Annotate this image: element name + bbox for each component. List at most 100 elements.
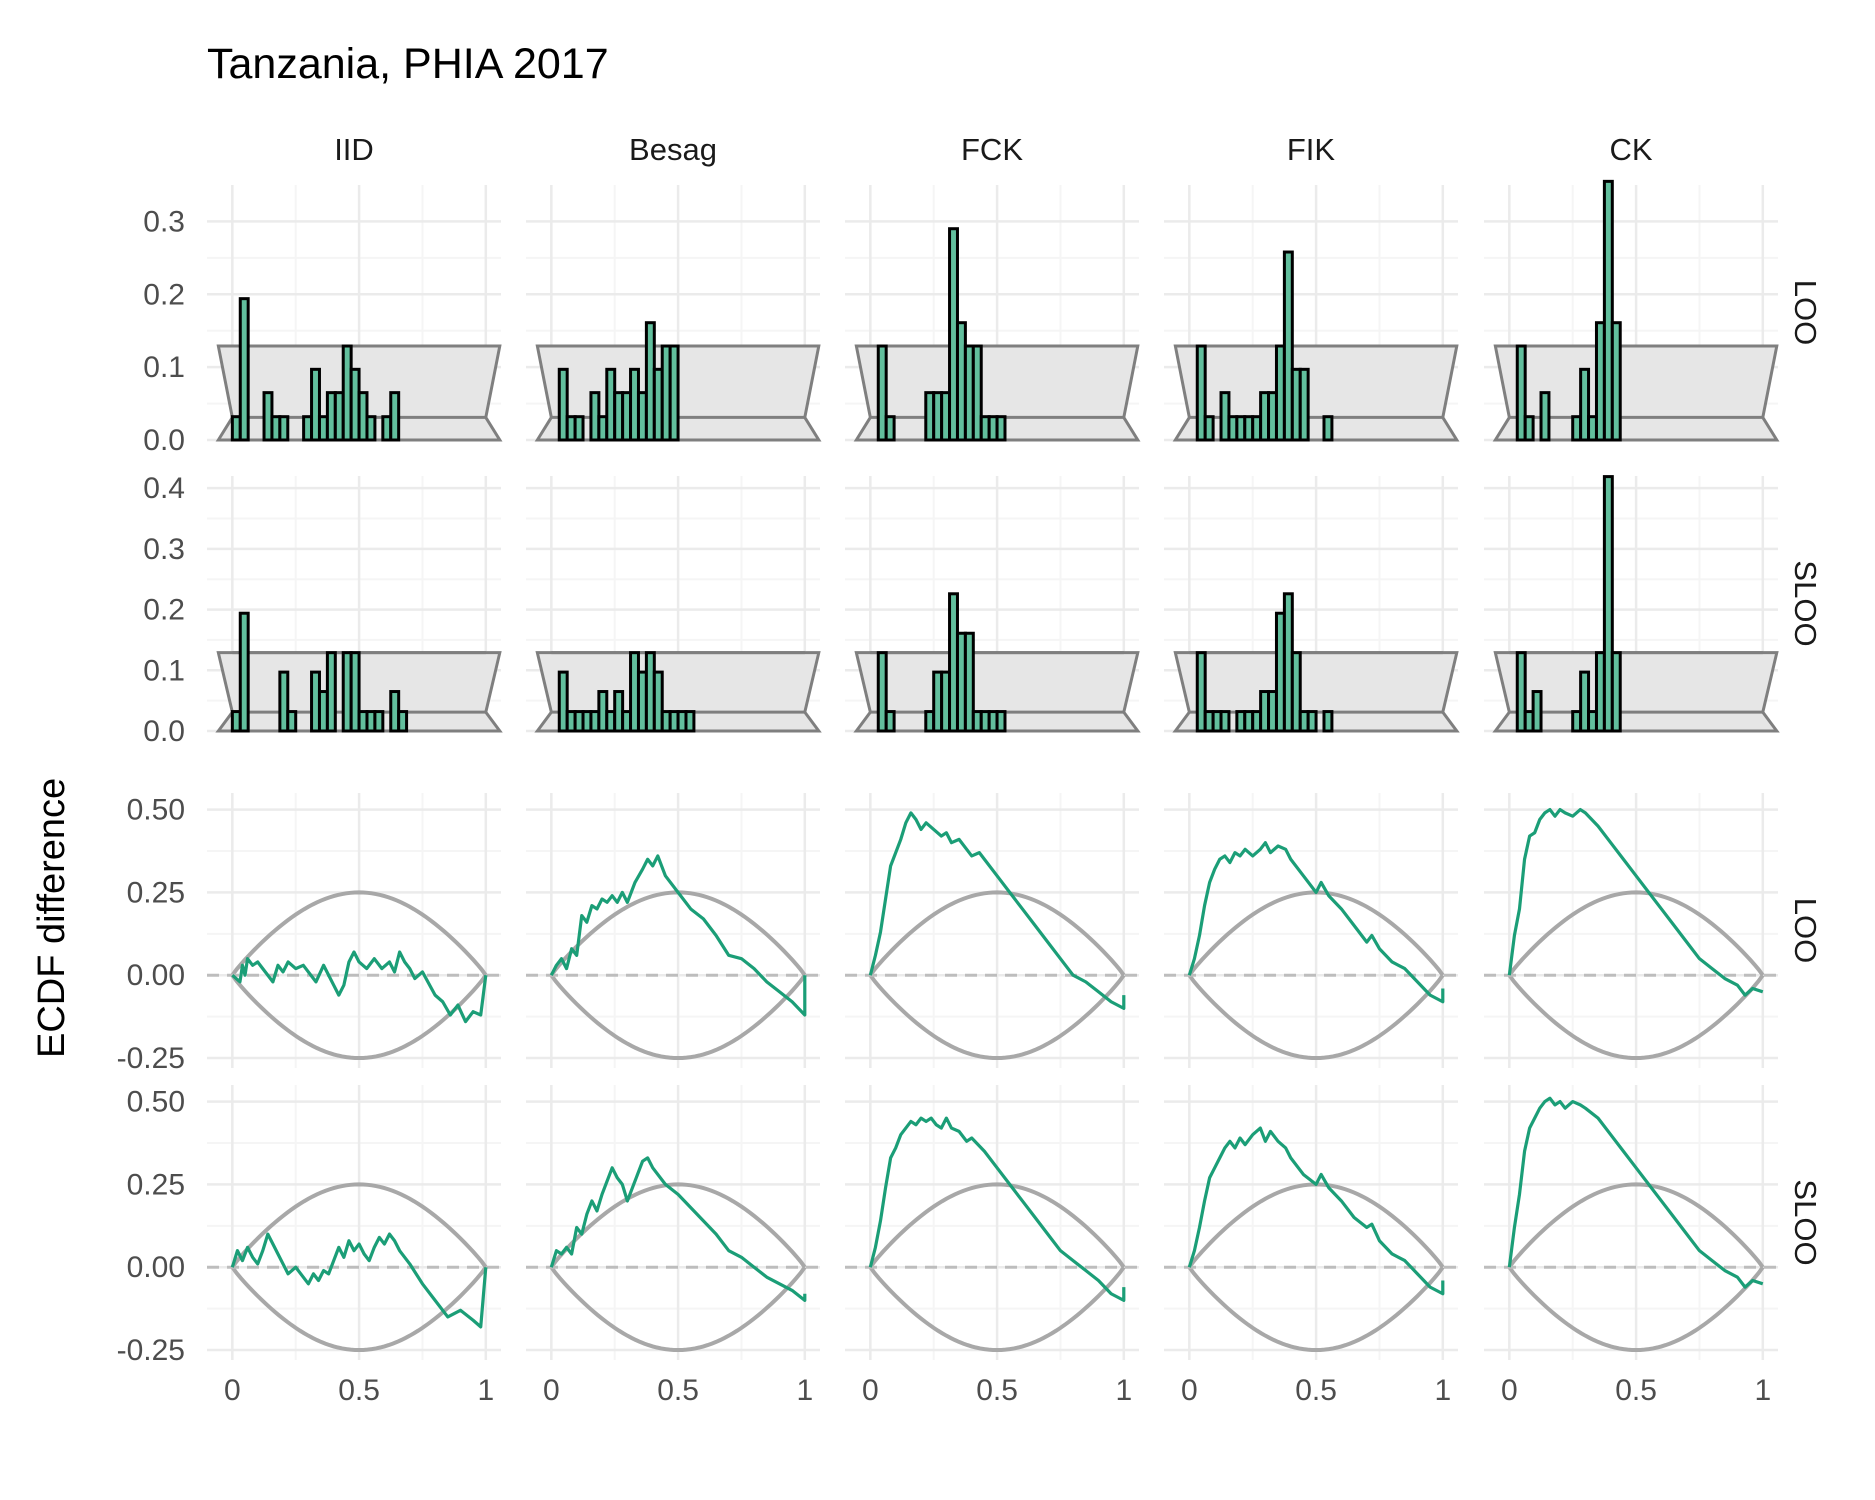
ecdf-difference-line <box>868 811 1126 1010</box>
histogram-bar <box>325 651 337 733</box>
ecdf-envelope-upper <box>1507 890 1765 977</box>
y-tick-label: 0.2 <box>143 594 185 627</box>
x-tick-label: 0.5 <box>657 1374 699 1407</box>
histogram-bar <box>668 344 680 442</box>
ecdf-envelope-upper <box>1507 1182 1765 1269</box>
histogram-bar <box>684 710 696 733</box>
panel-ecdf-sloo-ck: 0 0.5 1 <box>1484 1085 1778 1407</box>
panel-hist-loo-besag <box>526 185 822 442</box>
y-tick-label: 0.2 <box>143 278 185 311</box>
histogram-bar <box>1298 367 1310 442</box>
panel-ecdf-loo-ck <box>1484 793 1778 1068</box>
histogram-bar <box>1610 321 1622 442</box>
histogram-bar <box>238 611 250 733</box>
panel-ecdf-loo-fik <box>1164 793 1458 1068</box>
y-tick-label: 0.0 <box>143 424 185 457</box>
panel-ecdf-loo-fck <box>845 793 1139 1068</box>
x-tick-label: 1 <box>796 1374 813 1407</box>
strip-label-besag: Besag <box>629 132 717 167</box>
y-tick-label: 0.3 <box>143 533 185 566</box>
ecdf-envelope-lower <box>868 1266 1126 1353</box>
strip-label-ck: CK <box>1609 132 1652 167</box>
histogram-bar <box>557 367 569 442</box>
ecdf-envelope-lower <box>549 1266 807 1353</box>
x-tick-label: 1 <box>1434 1374 1451 1407</box>
panel-hist-loo-fck <box>845 185 1141 442</box>
x-tick-label: 1 <box>1115 1374 1132 1407</box>
histogram-bar <box>995 710 1007 733</box>
panel-hist-loo-iid: 0.0 0.1 0.2 0.3 <box>143 185 503 457</box>
panel-hist-sloo-iid: 0.0 0.1 0.2 0.3 0.4 <box>143 472 503 748</box>
histogram-bar <box>995 415 1007 442</box>
y-tick-label: 0.00 <box>127 959 185 992</box>
strip-label-ecdf-loo: LOO <box>1788 898 1823 963</box>
ecdf-difference-line <box>1187 841 1445 1004</box>
ecdf-envelope-lower <box>549 974 807 1061</box>
histogram-bar <box>349 651 361 733</box>
histogram-bar <box>1515 651 1527 733</box>
uniform-band <box>1492 344 1780 442</box>
x-tick-label: 0 <box>543 1374 560 1407</box>
ecdf-difference-line <box>549 1156 807 1302</box>
panel-hist-sloo-fck <box>845 476 1141 733</box>
histogram-bar <box>365 415 377 442</box>
x-tick-label: 0 <box>1501 1374 1518 1407</box>
y-tick-label: 0.25 <box>127 1168 185 1201</box>
x-tick-label: 1 <box>1754 1374 1771 1407</box>
ecdf-envelope-upper <box>868 890 1126 977</box>
y-tick-label: -0.25 <box>117 1042 185 1075</box>
y-tick-label: 0.1 <box>143 351 185 384</box>
histogram-bar <box>278 415 290 442</box>
ecdf-envelope-upper <box>549 1182 807 1269</box>
panel-hist-loo-fik <box>1164 185 1460 442</box>
y-tick-label: 0.25 <box>127 876 185 909</box>
histogram-bar <box>876 651 888 733</box>
histogram-bar <box>573 415 585 442</box>
histogram-bar <box>278 670 290 733</box>
panel-ecdf-sloo-fck: 0 0.5 1 <box>845 1085 1139 1407</box>
ecdf-envelope-lower <box>1187 1266 1445 1353</box>
histogram-bar <box>238 297 250 442</box>
histogram-bar <box>1523 415 1535 442</box>
panel-ecdf-loo-besag <box>526 793 820 1068</box>
strip-label-fck: FCK <box>961 132 1023 167</box>
uniform-band <box>1172 344 1460 442</box>
histogram-bar <box>652 670 664 733</box>
ecdf-envelope-lower <box>230 974 488 1061</box>
panel-ecdf-sloo-besag: 0 0.5 1 <box>526 1085 820 1407</box>
figure-title: Tanzania, PHIA 2017 <box>207 40 609 88</box>
panel-ecdf-loo-iid: -0.25 0.00 0.25 0.50 <box>117 793 501 1075</box>
ecdf-envelope-lower <box>868 974 1126 1061</box>
x-tick-label: 0 <box>1181 1374 1198 1407</box>
x-tick-label: 0.5 <box>338 1374 380 1407</box>
histogram-bar <box>876 344 888 442</box>
y-tick-label: 0.1 <box>143 654 185 687</box>
ecdf-difference-line <box>868 1116 1126 1302</box>
histogram-bar <box>1282 250 1294 442</box>
histogram-bar <box>1203 415 1215 442</box>
strip-label-iid: IID <box>334 132 374 167</box>
histogram-bar <box>1539 391 1551 442</box>
ecdf-difference-line <box>1507 807 1764 997</box>
histogram-bar <box>884 710 896 733</box>
histogram-bar <box>1515 344 1527 442</box>
x-tick-label: 0 <box>224 1374 241 1407</box>
ecdf-difference-line <box>549 854 807 1017</box>
histogram-bar <box>1306 710 1318 733</box>
y-tick-label: 0.50 <box>127 1086 185 1119</box>
histogram-bar <box>286 710 298 733</box>
histogram-bar <box>1531 690 1543 733</box>
y-tick-label: -0.25 <box>117 1334 185 1367</box>
y-tick-label: 0.4 <box>143 472 185 505</box>
strip-label-hist-loo: LOO <box>1788 280 1823 345</box>
ecdf-difference-line <box>1507 1096 1764 1289</box>
histogram-bar <box>1219 710 1231 733</box>
histogram-bar <box>397 710 409 733</box>
histogram-bar <box>971 344 983 442</box>
ecdf-envelope-lower <box>1507 974 1765 1061</box>
histogram-bar <box>1579 670 1591 733</box>
y-axis-label: ECDF difference <box>31 778 73 1058</box>
ecdf-difference-line <box>230 1232 488 1329</box>
x-tick-label: 0.5 <box>1295 1374 1337 1407</box>
